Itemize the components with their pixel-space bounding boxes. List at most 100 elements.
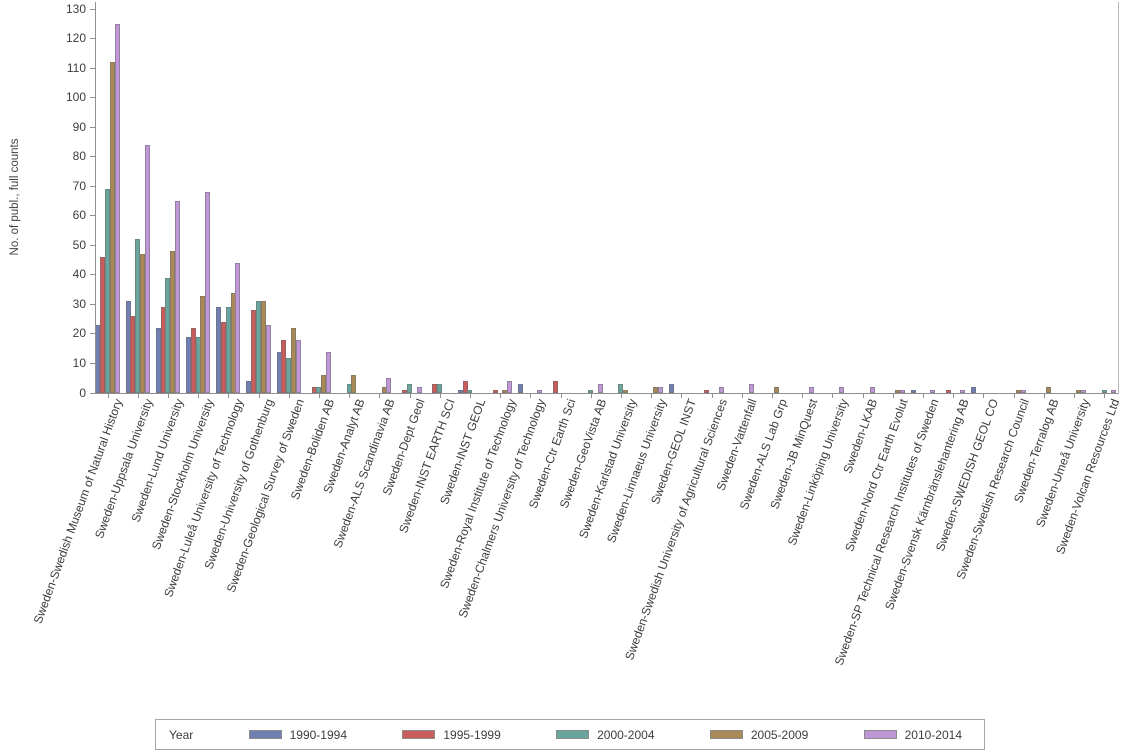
x-axis-tick [1013, 394, 1015, 398]
y-axis-tick-label: 60 [72, 208, 86, 223]
x-axis-tick [802, 394, 804, 398]
bar-1990-1994 [910, 390, 916, 393]
y-axis-tick [90, 8, 95, 10]
bar-2000-2004 [467, 390, 473, 393]
legend-entry: 2000-2004 [556, 727, 655, 742]
x-axis-tick [1104, 394, 1106, 398]
bar-2010-2014 [114, 24, 120, 393]
y-axis-tick-label: 20 [72, 326, 86, 341]
bar-1990-1994 [457, 390, 463, 393]
bar-2005-2009 [1076, 390, 1082, 393]
bar-1990-1994 [125, 301, 131, 393]
bar-1995-1999 [553, 381, 559, 393]
bar-2000-2004 [286, 358, 292, 393]
x-axis-tick [620, 394, 622, 398]
bar-1990-1994 [518, 384, 524, 393]
bar-2005-2009 [170, 251, 176, 393]
bar-1995-1999 [492, 390, 498, 393]
legend-entry: 2010-2014 [863, 727, 962, 742]
legend-swatch [556, 730, 590, 739]
legend-entry: 1990-1994 [248, 727, 347, 742]
x-axis-tick [439, 394, 441, 398]
bar-2000-2004 [407, 384, 412, 393]
y-axis-tick [90, 97, 95, 99]
y-axis-tick-label: 130 [65, 1, 86, 16]
x-axis-line [95, 393, 1119, 394]
bar-1990-1994 [186, 337, 191, 393]
bar-2010-2014 [658, 387, 664, 393]
x-axis-tick [288, 394, 290, 398]
bar-2005-2009 [291, 328, 296, 393]
legend-swatch [863, 730, 897, 739]
x-axis-tick [318, 394, 320, 398]
bar-2000-2004 [588, 390, 594, 393]
bar-1990-1994 [155, 328, 161, 393]
y-axis-tick [90, 274, 95, 276]
y-axis-tick [90, 126, 95, 128]
bar-2000-2004 [256, 301, 261, 393]
legend-label: 2000-2004 [597, 727, 655, 742]
y-axis-tick-label: 10 [72, 355, 86, 370]
y-axis-tick-label: 50 [72, 237, 86, 252]
bar-1995-1999 [160, 307, 166, 393]
y-axis-tick-label: 120 [65, 31, 86, 46]
bar-2010-2014 [537, 390, 543, 393]
y-axis-tick [90, 362, 95, 364]
x-axis-tick [741, 394, 743, 398]
bar-2000-2004 [165, 278, 171, 393]
x-axis-tick [953, 394, 955, 398]
x-axis-tick [409, 394, 411, 398]
bar-1995-1999 [251, 310, 257, 393]
x-axis-tick [922, 394, 924, 398]
bar-2005-2009 [321, 375, 327, 393]
bar-2005-2009 [653, 387, 659, 393]
bar-2005-2009 [230, 293, 236, 393]
bar-1995-1999 [130, 316, 136, 393]
bar-2010-2014 [899, 390, 905, 393]
bar-2010-2014 [1081, 390, 1086, 393]
y-axis-tick-label: 110 [66, 60, 86, 75]
bar-2010-2014 [809, 387, 815, 393]
x-axis-tick [862, 394, 864, 398]
y-axis-tick [90, 156, 95, 158]
legend-title: Year [169, 727, 194, 742]
x-axis-tick [198, 394, 200, 398]
y-axis-tick-label: 70 [72, 178, 86, 193]
legend-label: 1990-1994 [289, 727, 347, 742]
y-axis-tick [90, 215, 95, 217]
x-axis-tick [228, 394, 230, 398]
legend-label: 2010-2014 [904, 727, 962, 742]
bar-2000-2004 [195, 337, 201, 393]
x-axis-tick [1043, 394, 1045, 398]
bar-2010-2014 [295, 340, 301, 393]
bar-2010-2014 [869, 387, 875, 393]
x-axis-tick [771, 394, 773, 398]
bar-2005-2009 [1015, 390, 1021, 393]
bar-2010-2014 [507, 381, 513, 393]
bar-1995-1999 [462, 381, 468, 393]
legend-label: 1995-1999 [443, 727, 501, 742]
x-axis-tick [590, 394, 592, 398]
x-axis-tick [1073, 394, 1075, 398]
bar-2010-2014 [386, 378, 392, 393]
bar-1995-1999 [190, 328, 196, 393]
y-axis-tick-label: 0 [79, 385, 86, 400]
bar-2000-2004 [105, 189, 110, 393]
bar-2010-2014 [930, 390, 935, 393]
bar-2000-2004 [346, 384, 352, 393]
bar-2005-2009 [200, 296, 206, 393]
bar-2010-2014 [265, 325, 271, 393]
y-axis-tick [90, 185, 95, 187]
x-axis-tick [107, 394, 109, 398]
bar-1990-1994 [971, 387, 977, 393]
bar-2000-2004 [618, 384, 624, 393]
bar-2000-2004 [1101, 390, 1107, 393]
legend-swatch [709, 730, 743, 739]
y-axis-line [95, 2, 96, 394]
bar-2000-2004 [437, 384, 443, 393]
bar-1995-1999 [221, 322, 226, 393]
bar-2010-2014 [1020, 390, 1026, 393]
y-axis-tick-label: 30 [72, 296, 86, 311]
legend-swatch [402, 730, 436, 739]
